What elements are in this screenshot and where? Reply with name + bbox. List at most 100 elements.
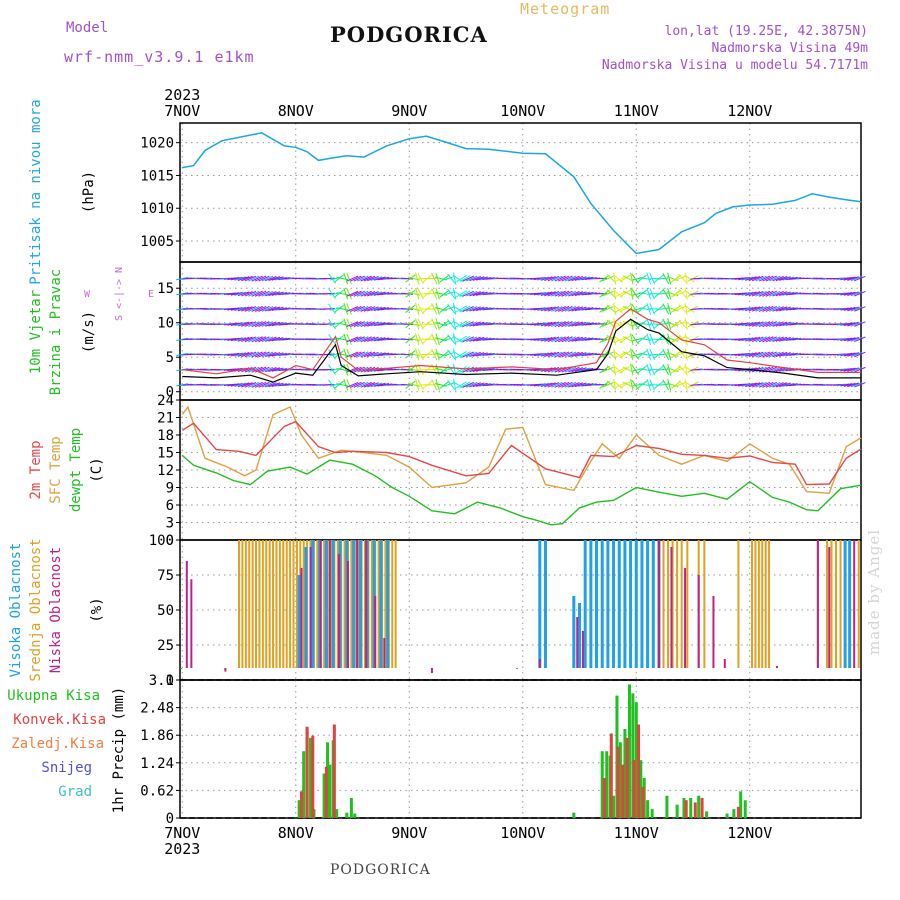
wind-arrow [571,291,584,297]
wind-arrow [670,289,682,298]
wind-arrow [363,382,376,388]
wind-arrow [367,351,379,358]
wind-arrow [782,337,795,342]
wind-arrow [840,276,853,281]
wind-arrow [551,351,563,358]
wind-arrow [360,336,372,343]
wind-arrow [363,351,376,358]
wind-arrow [258,336,270,343]
precip-bar [322,773,326,818]
bottom-day-label: 8NOV [278,824,314,842]
wind-arrow [554,305,566,312]
wind-arrow [265,351,277,358]
compass-n: N [114,267,125,273]
wind-arrow [234,321,247,327]
sfc-ylabel: SFC Temp [48,436,64,503]
wind-arrow [227,292,240,296]
wind-arrow [441,367,454,372]
wind-arrow [678,380,688,390]
precip-bar [324,766,328,818]
wind-arrow [367,275,379,282]
top-day-label: 11NOV [614,102,659,120]
wind-arrow [772,291,784,297]
precip-bar [616,746,620,818]
wind-arrow [360,290,372,297]
wind-arrow [630,363,634,376]
precip-legend-item: Konvek.Kisa [13,712,106,728]
y-tick-label: 12 [157,463,174,479]
bottom-day-label: 12NOV [727,824,772,842]
compass-bar: -|- [114,285,125,303]
precip-bar [299,791,303,818]
wind-arrow [373,276,386,281]
wind-arrow [275,367,287,372]
wind-arrow [568,351,580,358]
wind-arrow [431,303,438,315]
wind-arrow [271,306,284,312]
wind-arrow [662,288,670,300]
wind-arrow [578,367,590,372]
wind-arrow [599,335,610,344]
wind-arrow [684,304,695,313]
wind-arrow [265,275,277,282]
wind-arrow [670,350,682,359]
wind-arrow [244,336,257,343]
dewpt-line [181,454,862,526]
wind-arrow [367,291,379,297]
precip-legend-item: Zaledj.Kisa [11,736,104,752]
wind-arrow [772,382,784,388]
wind-arrow [564,351,577,358]
wind-arrow [847,276,859,281]
wind-arrow [775,291,788,297]
bottom-day-label: 11NOV [614,824,659,842]
wind-arrow [599,365,610,374]
wind-arrow [745,337,757,342]
wind-arrow [684,333,688,346]
wind-arrow [782,306,795,311]
wind-arrow [646,363,652,376]
wind-arrow [475,276,488,281]
wind-arrow [251,366,263,373]
wind-arrow [241,306,253,312]
wind-arrow [554,321,566,328]
wind-arrow [578,382,590,387]
wind-arrow [248,351,260,358]
wind-arrow [619,290,631,298]
wind-arrow [571,275,584,282]
precip-bar [605,751,609,818]
wind-arrow [254,351,267,358]
wind-arrow [439,320,450,329]
wind-arrow [850,336,863,342]
wind-arrow [544,321,556,327]
wind-arrow [769,351,781,358]
wind-arrow [479,352,492,357]
wind-arrow [237,276,250,281]
wind-arrow [333,319,344,329]
precip-bar [311,735,315,818]
wind-arrow [741,337,754,342]
wind-arrow [459,336,471,343]
wind-arrow [441,352,454,357]
wind-arrow [346,348,352,361]
wind-arrow [568,321,580,327]
wind-arrow [850,291,863,297]
wind-arrow [662,364,670,376]
wind-arrow [619,381,631,389]
wind-arrow [762,321,774,328]
wind-arrow [678,304,688,314]
wind-arrow [353,275,365,282]
wind-arrow [261,351,274,358]
wind-arrow [268,336,281,342]
wind-arrow [469,321,481,327]
wind-arrow [779,276,791,281]
wind-arrow [251,275,263,282]
precip-bar [665,795,669,818]
wind-arrow [847,291,859,297]
wind-arrow [606,274,616,284]
y-tick-label: 15 [157,281,174,297]
wind-arrow [769,381,781,388]
y-tick-label: 3.1 [149,673,174,689]
wind-arrow [230,382,243,387]
wind-arrow [599,320,610,328]
